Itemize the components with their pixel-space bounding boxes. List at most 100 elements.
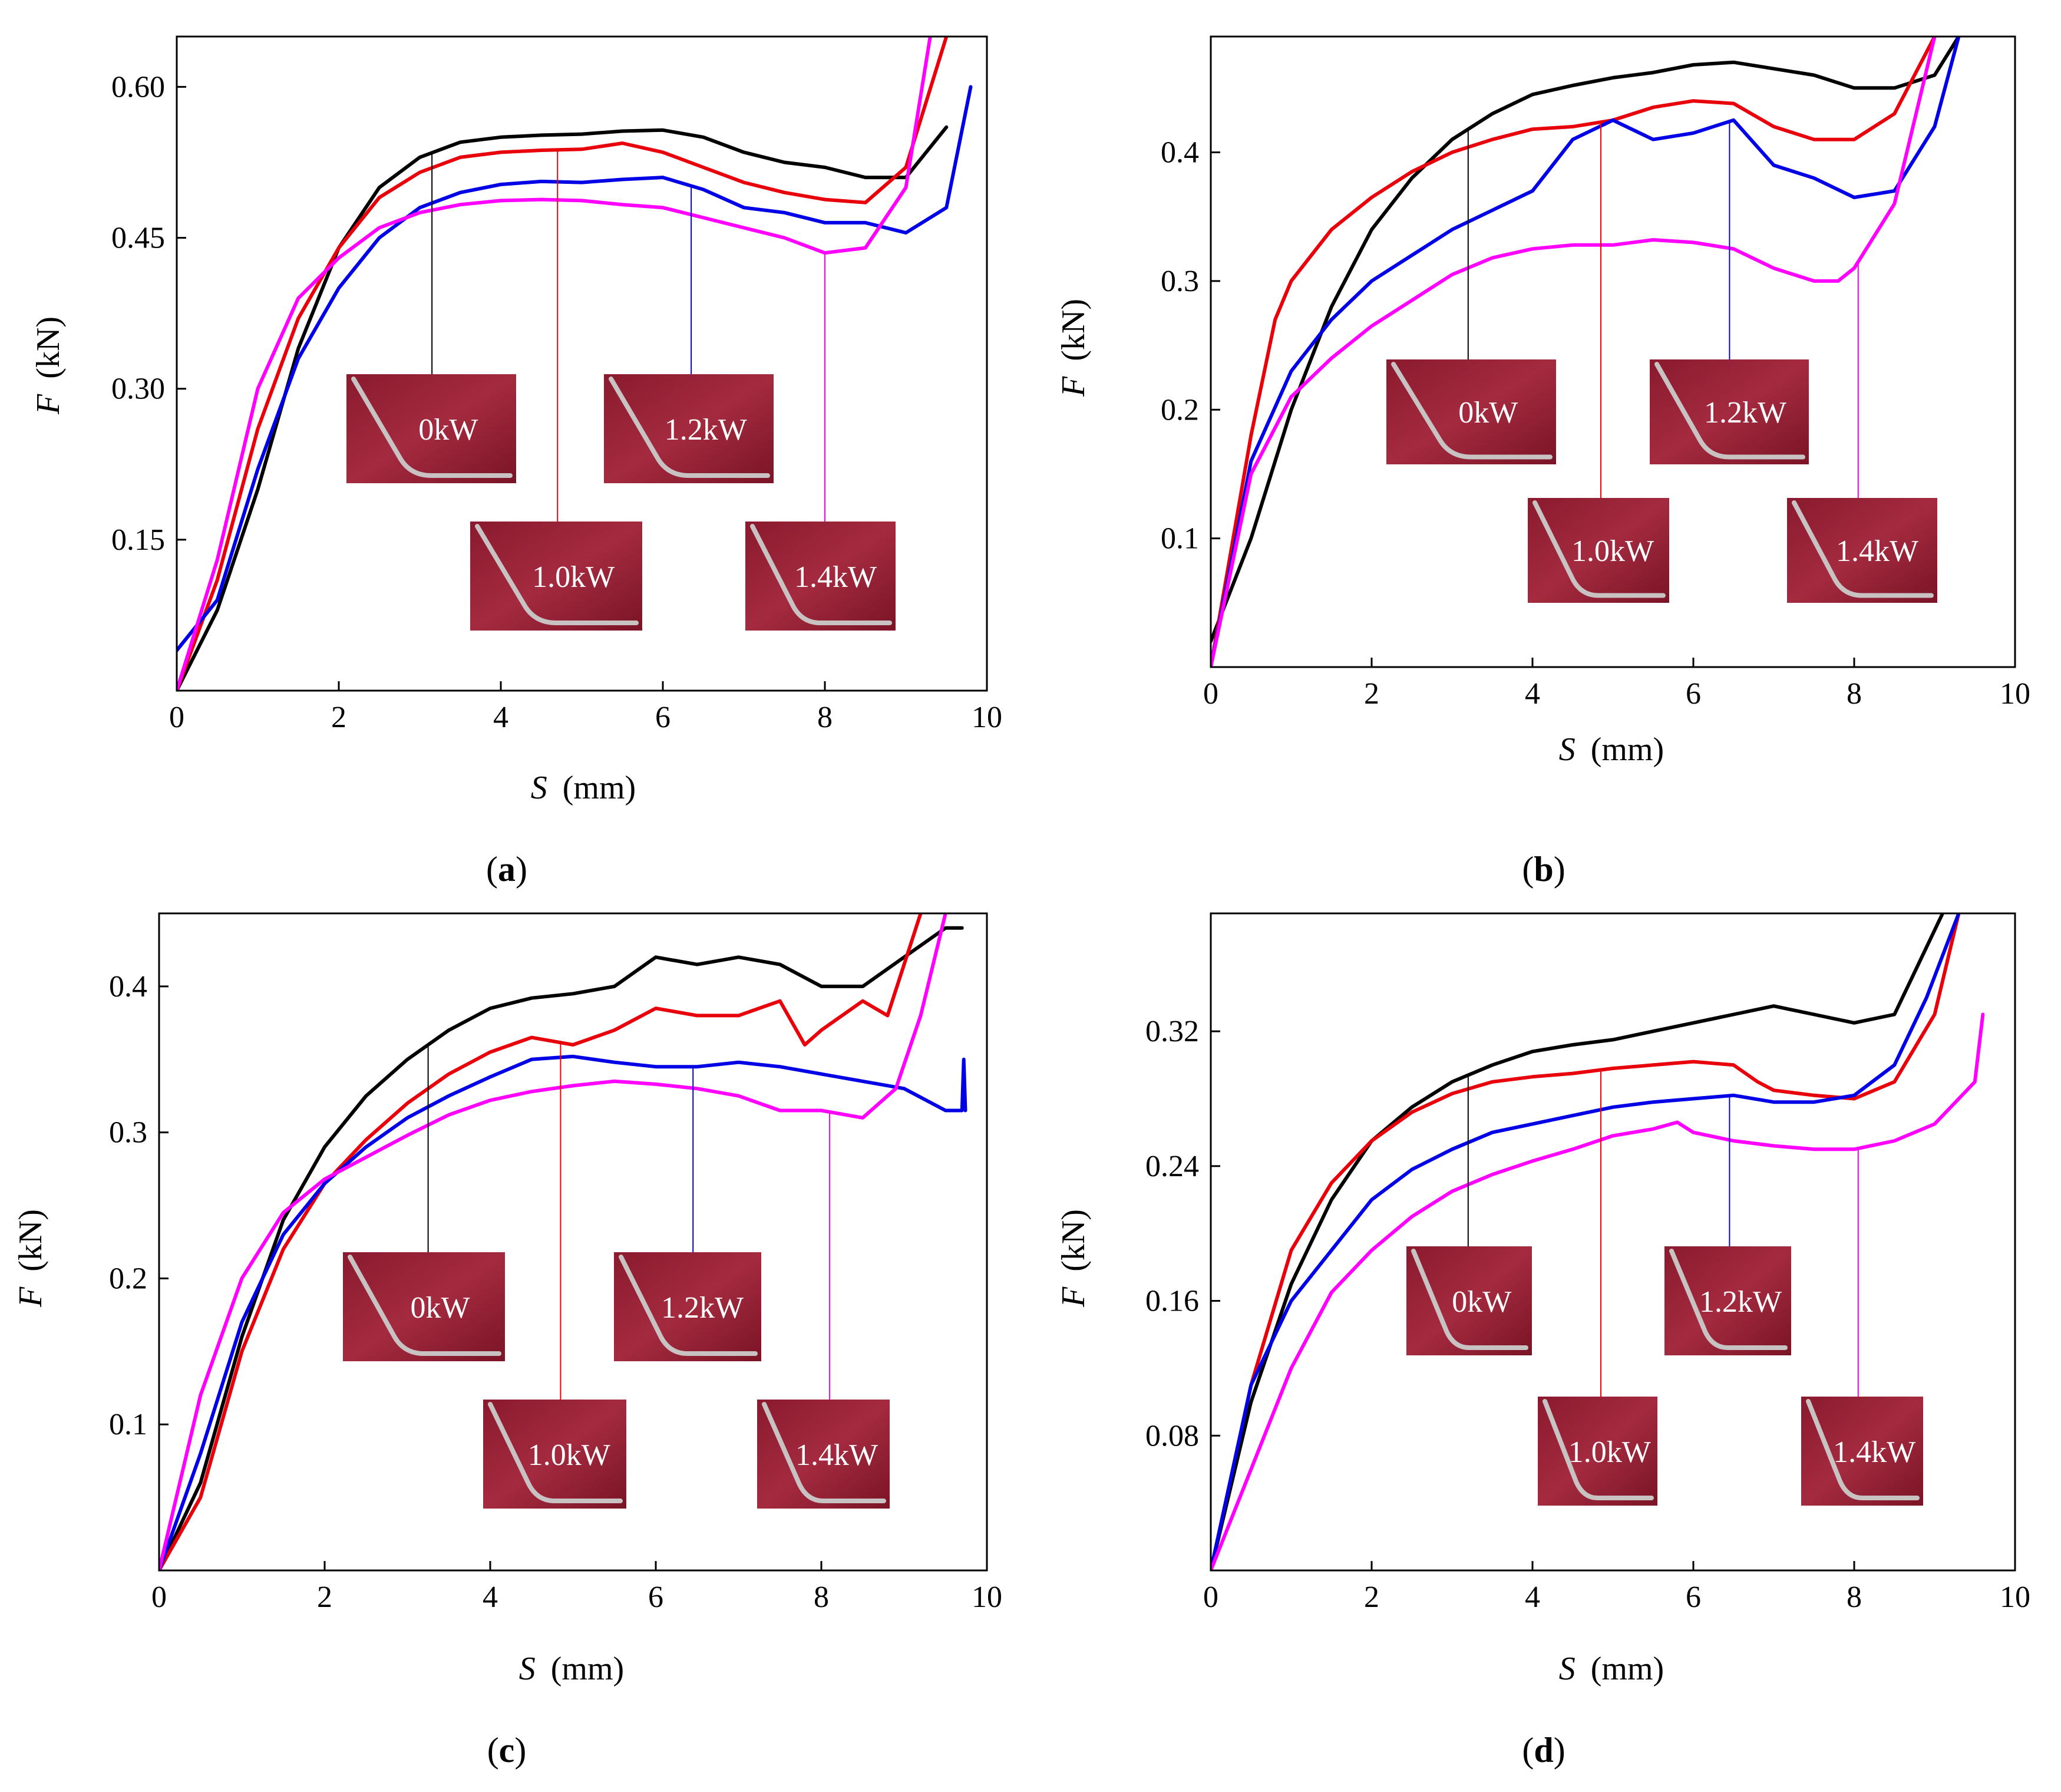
panel-b-inset-label-2: 1.2kW: [1704, 396, 1786, 430]
panel-b-y-tick-label-0: 0.1: [1161, 522, 1199, 556]
panel-b-y-tick-label-1: 0.2: [1161, 393, 1199, 427]
panel-c-inset-label-3: 1.4kW: [795, 1438, 878, 1472]
panel-b-x-tick-label-1: 2: [1364, 677, 1379, 711]
panel-c-xlabel-symbol: S: [519, 1651, 536, 1687]
panel-c-x-tick-label-2: 4: [483, 1580, 498, 1614]
panel-b-xlabel-unit: (mm): [1591, 731, 1664, 768]
panel-d-y-tick-label-1: 0.16: [1145, 1285, 1199, 1318]
panel-c-inset-bg-2: [614, 1252, 761, 1361]
panel-b-x-tick-label-2: 4: [1525, 677, 1540, 711]
panel-a-inset-bg-1: [470, 522, 642, 631]
panel-d: 0kW 1.0kW 1.2kW 1.4kW 0 2 4 6 8 10 0.08 0.16 0.24 0.3…: [1055, 912, 2030, 1770]
panel-c-series-line-3: [159, 913, 947, 1570]
panel-a-y-tick-label-1: 0.30: [111, 372, 165, 406]
panel-c-inset-label-2: 1.2kW: [661, 1291, 744, 1325]
panel-d-axes-frame: [1210, 912, 2016, 1572]
panel-d-series-group: [1211, 913, 1985, 1570]
panel-b-inset-specimen-1: [1532, 500, 1666, 598]
panel-d-x-tick-label-2: 4: [1525, 1580, 1540, 1614]
panel-b-x-tick-label-5: 10: [2000, 677, 2030, 711]
panel-c-series-line-0: [159, 926, 964, 1570]
panel-d-inset-label-3: 1.4kW: [1833, 1435, 1915, 1469]
panel-b-series-line-0: [1211, 37, 1961, 643]
panel-c-ylabel-unit: (kN): [12, 1209, 49, 1272]
panel-a-inset-photo-0: 0kW: [346, 374, 516, 483]
panel-a-xlabel: S (mm): [531, 770, 636, 806]
panel-d-x-tick-label-3: 6: [1686, 1580, 1701, 1614]
panel-c-x-tick-label-3: 6: [648, 1580, 663, 1614]
panel-d-inset-specimen-3: [1806, 1399, 1920, 1501]
panel-d-x-tick-label-1: 2: [1364, 1580, 1379, 1614]
panel-b-ylabel-symbol: F: [1055, 376, 1092, 397]
panel-b-series-line-1: [1211, 37, 1937, 667]
panel-b-ylabel-unit: (kN): [1055, 299, 1092, 361]
panel-a-inset-bg-3: [745, 522, 896, 631]
panel-c-series-line-1: [159, 913, 923, 1570]
panel-b-inset-photo-2: 1.2kW: [1650, 359, 1809, 464]
panel-a-inset-label-3: 1.4kW: [794, 560, 877, 594]
panel-a-y-tick-label-2: 0.45: [111, 222, 165, 255]
panel-a-series-line-0: [177, 125, 949, 691]
panel-b-series-line-2: [1211, 37, 1961, 667]
panel-c-series-group: [159, 913, 967, 1570]
panel-a-inset-specimen-3: [750, 524, 892, 626]
panel-a-axes-frame: [176, 35, 988, 692]
panel-d-inset-photo-3: 1.4kW: [1801, 1397, 1923, 1506]
panel-d-plot: 0kW 1.0kW 1.2kW 1.4kW 0 2 4 6 8 10 0.08 0.16 0.24 0.3…: [1145, 912, 2030, 1614]
panel-a-series-group: [177, 37, 973, 691]
panel-b-y-tick-label-3: 0.4: [1161, 136, 1199, 170]
panel-b-series-group: [1211, 37, 1961, 667]
panel-b-inset-bg-1: [1528, 498, 1669, 603]
panel-a-x-tick-label-0: 0: [169, 701, 184, 734]
panel-c-inset-bg-3: [757, 1400, 890, 1509]
panel-b-inset-label-1: 1.0kW: [1571, 534, 1654, 568]
panel-b-inset-photo-0: 0kW: [1386, 359, 1556, 464]
panel-c-x-tick-label-4: 8: [814, 1580, 829, 1614]
panel-c-y-tick-label-0: 0.1: [109, 1408, 147, 1441]
panel-b-inset-bg-3: [1787, 498, 1937, 603]
panel-c-ylabel-symbol: F: [12, 1286, 49, 1308]
panel-a-x-tick-label-4: 8: [817, 701, 833, 734]
panel-c-inset-label-1: 1.0kW: [528, 1438, 610, 1472]
panel-a-series-line-2: [177, 85, 973, 652]
panel-d-label: (d): [1522, 1731, 1565, 1770]
panel-c-x-tick-label-1: 2: [317, 1580, 332, 1614]
panel-c-inset-photo-1: 1.0kW: [483, 1400, 626, 1509]
panel-c-inset-label-0: 0kW: [410, 1291, 470, 1325]
panel-a-ylabel-symbol: F: [30, 394, 67, 415]
panel-d-inset-specimen-1: [1543, 1399, 1654, 1501]
panel-b-inset-photo-3: 1.4kW: [1787, 498, 1937, 603]
panel-c-plot: 0kW 1.0kW 1.2kW 1.4kW 0 2 4 6 8 10 0.1 0.2 0.3 0.4: [109, 912, 1002, 1614]
panel-d-y-tick-label-3: 0.32: [1145, 1015, 1199, 1048]
panel-c-y-tick-label-3: 0.4: [109, 970, 147, 1004]
panel-a-inset-photo-2: 1.2kW: [604, 374, 774, 483]
panel-b-axes-frame: [1210, 35, 2016, 668]
panel-c-inset-specimen-1: [488, 1402, 623, 1504]
panel-d-series-line-0: [1211, 913, 1945, 1570]
panel-c-inset-photo-2: 1.2kW: [614, 1252, 761, 1361]
panel-a-inset-specimen-0: [351, 377, 513, 478]
panel-a-y-tick-label-3: 0.60: [111, 70, 165, 104]
panel-b-inset-bg-0: [1386, 359, 1556, 464]
panel-b-inset-label-0: 0kW: [1458, 396, 1518, 430]
panel-d-inset-bg-2: [1664, 1246, 1791, 1355]
panel-c-xlabel: S (mm): [519, 1651, 624, 1687]
panel-a-ylabel-unit: (kN): [30, 316, 67, 379]
panel-b-series-line-3: [1211, 37, 1937, 667]
panel-c-inset-photo-3: 1.4kW: [757, 1400, 890, 1509]
panel-a-ylabel: F (kN): [30, 316, 67, 415]
panel-d-ylabel: F (kN): [1055, 1209, 1092, 1308]
panel-c-inset-specimen-0: [348, 1255, 501, 1357]
panel-a-x-tick-label-2: 4: [493, 701, 508, 734]
panel-c-x-tick-label-0: 0: [151, 1580, 167, 1614]
panel-c-label-letter: c: [499, 1731, 515, 1770]
panel-a-x-tick-label-3: 6: [655, 701, 671, 734]
panel-b: 0kW 1.0kW 1.2kW 1.4kW 0 2 4 6 8 10 0.1 0.2 0.3 0.4 F …: [1055, 35, 2030, 889]
panel-d-xlabel: S (mm): [1559, 1651, 1664, 1687]
panel-d-y-tick-label-2: 0.24: [1145, 1150, 1199, 1183]
panel-b-xlabel-symbol: S: [1559, 731, 1576, 768]
panel-a-label: (a): [486, 850, 527, 889]
panel-d-inset-bg-0: [1406, 1246, 1532, 1355]
panel-a-inset-specimen-2: [609, 377, 770, 478]
panel-d-series-line-2: [1211, 913, 1961, 1570]
